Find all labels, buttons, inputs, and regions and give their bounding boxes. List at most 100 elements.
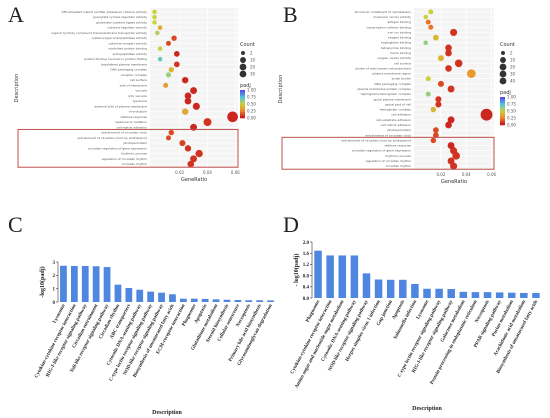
bar bbox=[169, 294, 176, 302]
y-category-label: protein binding involved in protein fold… bbox=[84, 57, 147, 61]
y-category-label: plasma membrane protein complex bbox=[357, 87, 411, 91]
legend-count-dot bbox=[500, 57, 506, 63]
data-point bbox=[466, 69, 476, 78]
bar bbox=[267, 300, 274, 302]
x-tick-label: 0.04 bbox=[462, 172, 471, 177]
legend-count-dot bbox=[239, 70, 247, 78]
legend-padj-swatch bbox=[500, 105, 505, 108]
y-category-label: heme binding bbox=[390, 51, 411, 55]
legend-padj-swatch bbox=[500, 121, 505, 124]
legend-count-label: 30 bbox=[510, 72, 516, 77]
legend-padj-swatch bbox=[500, 99, 505, 102]
data-point bbox=[425, 76, 431, 82]
x-axis-title: Description bbox=[152, 410, 182, 416]
data-point bbox=[445, 121, 452, 129]
highlight-box bbox=[281, 136, 495, 170]
data-point bbox=[447, 142, 455, 150]
y-category-label: regulation of circadian rhythm bbox=[366, 159, 412, 163]
x-category-label: Salmonella infection bbox=[393, 299, 418, 340]
y-category-label: photoperiodism bbox=[123, 141, 147, 145]
panel-letter-c: C bbox=[8, 212, 23, 237]
y-category-label: entrainment of circadian clock by photop… bbox=[342, 138, 412, 142]
y-category-label: cell matrix adhesion bbox=[381, 123, 412, 127]
panel-letter-d: D bbox=[283, 212, 299, 237]
data-point bbox=[432, 132, 439, 139]
legend-padj-label: 0.00 bbox=[247, 116, 256, 121]
y-category-label: entrainment of circadian clock bbox=[365, 133, 411, 137]
y-category-label: cytokine regulator activity bbox=[108, 26, 148, 30]
y-category-label: haptoglobin-hemoglobin complex bbox=[361, 92, 412, 96]
legend-padj-swatch bbox=[500, 101, 505, 104]
y-category-label: DNA packaging complex bbox=[110, 68, 147, 72]
data-point bbox=[182, 108, 189, 115]
data-point bbox=[182, 76, 189, 84]
data-point bbox=[435, 96, 442, 103]
x-tick-label: 0.02 bbox=[436, 172, 445, 177]
bar bbox=[136, 289, 144, 302]
y-category-label: photoperiodism bbox=[387, 128, 411, 132]
y-tick-label: 1.6 bbox=[303, 252, 310, 257]
data-point bbox=[227, 111, 238, 123]
x-category-label: Amino sugar and nucleotide sugar metabol… bbox=[295, 299, 346, 390]
bar bbox=[386, 279, 395, 298]
y-category-label: apical part of cell bbox=[385, 102, 411, 106]
legend-count-label: 2 bbox=[250, 51, 253, 56]
bar bbox=[245, 300, 253, 302]
data-point bbox=[184, 145, 192, 152]
y-category-label: tetrapyrrole binding bbox=[381, 46, 411, 50]
bar bbox=[158, 292, 165, 302]
bar bbox=[374, 279, 383, 298]
y-category-label: circadian rhythm bbox=[122, 162, 148, 166]
y-category-label: brush border bbox=[392, 77, 412, 81]
y-category-label: cysteine-type endopeptidase activity bbox=[91, 36, 147, 40]
y-category-label: receptor complex bbox=[121, 73, 148, 77]
legend-padj-swatch bbox=[240, 114, 245, 117]
bar bbox=[362, 273, 371, 298]
legend-count-label: 30 bbox=[250, 72, 256, 77]
y-category-label: lysosome bbox=[133, 99, 147, 103]
y-category-label: molecular carrier activity bbox=[373, 15, 411, 19]
legend-padj-swatch bbox=[500, 117, 505, 120]
legend-padj-label: 0.00 bbox=[507, 123, 516, 128]
data-point bbox=[168, 66, 174, 73]
data-point bbox=[454, 59, 463, 68]
data-point bbox=[155, 30, 160, 36]
y-category-label: defense response bbox=[384, 144, 411, 148]
bar bbox=[212, 299, 220, 302]
legend-padj-swatch bbox=[240, 102, 245, 105]
bar bbox=[338, 255, 347, 298]
bar bbox=[125, 288, 133, 302]
legend-count-dot bbox=[239, 63, 247, 71]
legend-count-label: 2 bbox=[510, 51, 513, 56]
legend-count-title: Count bbox=[500, 42, 515, 48]
data-point bbox=[165, 72, 171, 78]
legend-padj-swatch bbox=[500, 109, 505, 112]
bar bbox=[520, 292, 528, 298]
data-point bbox=[425, 19, 431, 25]
data-point bbox=[432, 127, 439, 134]
data-point bbox=[184, 92, 192, 100]
y-category-label: cell surface bbox=[394, 61, 411, 65]
legend-padj-label: 0.50 bbox=[507, 109, 516, 114]
x-tick-label: 0.04 bbox=[203, 170, 212, 175]
data-point bbox=[423, 40, 428, 45]
data-point bbox=[447, 157, 455, 165]
legend-padj-swatch bbox=[240, 116, 245, 119]
y-category-label: regulation of circadian rhythm bbox=[102, 157, 148, 161]
x-axis-title: GeneRatio bbox=[181, 177, 207, 183]
legend-count-label: 10 bbox=[510, 58, 516, 63]
y-tick-label: 0.8 bbox=[303, 274, 310, 279]
y-category-label: circadian regulation of gene expression bbox=[352, 149, 411, 153]
legend-padj-swatch bbox=[240, 104, 245, 107]
y-category-label: rhythmic process bbox=[385, 154, 411, 158]
panel-letter-a: A bbox=[8, 2, 24, 27]
bar bbox=[350, 255, 359, 298]
legend-padj-swatch bbox=[240, 100, 245, 103]
data-point bbox=[428, 9, 434, 15]
bar bbox=[223, 299, 231, 302]
data-point bbox=[428, 24, 434, 30]
y-category-label: endopeptidase activity bbox=[113, 52, 148, 56]
